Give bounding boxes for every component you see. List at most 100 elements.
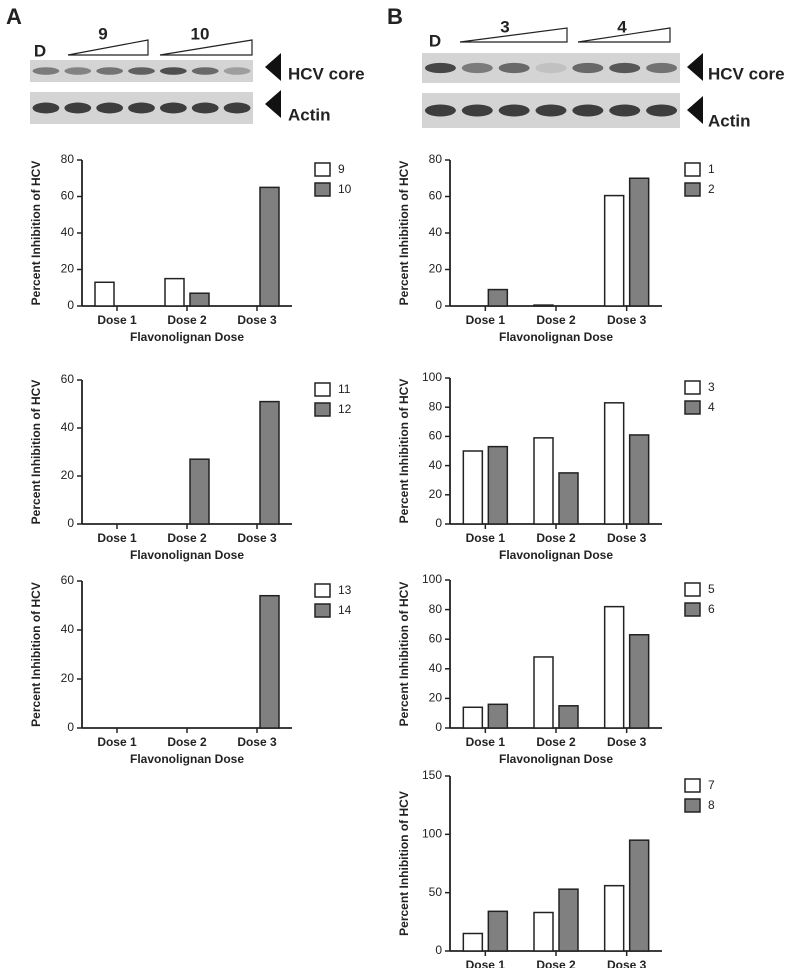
y-tick-label: 40 (429, 661, 443, 675)
y-tick-label: 20 (429, 262, 443, 276)
y-tick-label: 100 (422, 572, 442, 586)
y-tick-label: 60 (61, 189, 75, 203)
bar (603, 884, 625, 952)
bar (462, 706, 484, 729)
x-tick-label: Dose 1 (466, 313, 506, 327)
legend-label: 14 (338, 603, 352, 617)
y-tick-label: 20 (429, 487, 443, 501)
x-tick-label: Dose 1 (97, 735, 137, 749)
blot-band (32, 102, 60, 114)
x-axis-label: Flavonolignan Dose (130, 752, 244, 766)
legend-swatch (314, 182, 331, 197)
blot-band (128, 67, 155, 75)
x-tick-label: Dose 3 (607, 735, 647, 749)
legend-swatch (684, 162, 701, 177)
bar (94, 281, 115, 307)
x-tick-label: Dose 3 (607, 958, 647, 968)
legend-swatch (684, 182, 701, 197)
legend-label: 8 (708, 798, 715, 812)
panel-letter: B (387, 4, 403, 29)
blot-band (223, 67, 251, 75)
y-tick-label: 20 (61, 468, 75, 482)
blot-band (96, 67, 124, 75)
band-arrow (687, 53, 703, 81)
bar (558, 888, 579, 952)
blot-band (646, 62, 678, 74)
y-tick-label: 60 (429, 631, 443, 645)
y-tick-label: 60 (429, 189, 443, 203)
y-tick-label: 150 (422, 768, 442, 782)
y-tick-label: 50 (429, 885, 443, 899)
x-axis-label: Flavonolignan Dose (499, 330, 613, 344)
blot-band (535, 62, 567, 74)
y-tick-label: 0 (435, 298, 442, 312)
dose-wedge (459, 27, 568, 43)
blot-band (128, 102, 155, 114)
blot-band (461, 62, 493, 74)
x-axis-label: Flavonolignan Dose (499, 548, 613, 562)
band-arrow (687, 96, 703, 124)
x-tick-label: Dose 3 (607, 313, 647, 327)
bar (603, 402, 625, 525)
y-tick-label: 40 (429, 225, 443, 239)
blot-band (424, 62, 456, 74)
y-tick-label: 80 (61, 152, 75, 166)
legend-swatch (314, 162, 331, 177)
legend-swatch (684, 380, 701, 395)
y-tick-label: 20 (429, 691, 443, 705)
legend-swatch (684, 798, 701, 813)
x-tick-label: Dose 3 (237, 735, 277, 749)
y-axis-label: Percent Inhibition of HCV (397, 161, 411, 306)
x-tick-label: Dose 3 (237, 313, 277, 327)
band-label: HCV core (288, 64, 365, 83)
blot-band (64, 102, 92, 114)
x-tick-label: Dose 2 (167, 531, 207, 545)
blot-band (572, 62, 604, 74)
dose-wedge (577, 27, 671, 43)
y-axis-label: Percent Inhibition of HCV (397, 791, 411, 936)
legend-label: 12 (338, 402, 352, 416)
blot-band (535, 104, 567, 117)
bar (628, 434, 650, 525)
x-axis-label: Flavonolignan Dose (130, 548, 244, 562)
blot-band (609, 62, 641, 74)
y-axis-label: Percent Inhibition of HCV (29, 380, 43, 525)
legend-label: 1 (708, 162, 715, 176)
bar (533, 911, 554, 952)
y-tick-label: 100 (422, 370, 442, 384)
x-tick-label: Dose 1 (466, 735, 506, 749)
bar (487, 288, 509, 307)
bar (164, 277, 185, 307)
band-label: Actin (288, 105, 331, 124)
blot-band (609, 104, 641, 117)
y-tick-label: 40 (61, 420, 75, 434)
legend-label: 6 (708, 602, 715, 616)
blot-band (64, 67, 92, 75)
y-axis-label: Percent Inhibition of HCV (397, 582, 411, 727)
legend-swatch (684, 400, 701, 415)
legend-swatch (684, 778, 701, 793)
blot-band (498, 62, 530, 74)
panel-letter: A (6, 4, 22, 29)
bar (628, 839, 650, 952)
legend-label: 5 (708, 582, 715, 596)
legend-label: 11 (338, 382, 351, 396)
blot-band (32, 67, 60, 75)
group-label: 3 (500, 17, 509, 36)
bar (259, 594, 280, 729)
bar (558, 705, 579, 729)
y-tick-label: 100 (422, 827, 442, 841)
x-tick-label: Dose 2 (536, 313, 576, 327)
group-label: 4 (617, 17, 627, 36)
x-tick-label: Dose 3 (607, 531, 647, 545)
legend-swatch (684, 582, 701, 597)
blot-band (498, 104, 530, 117)
blot-band (424, 104, 456, 117)
legend-swatch (314, 583, 331, 598)
blot-band (191, 67, 219, 75)
legend-label: 10 (338, 182, 352, 196)
band-arrow (265, 90, 281, 118)
y-tick-label: 40 (61, 622, 75, 636)
y-tick-label: 40 (429, 458, 443, 472)
y-tick-label: 20 (61, 262, 75, 276)
